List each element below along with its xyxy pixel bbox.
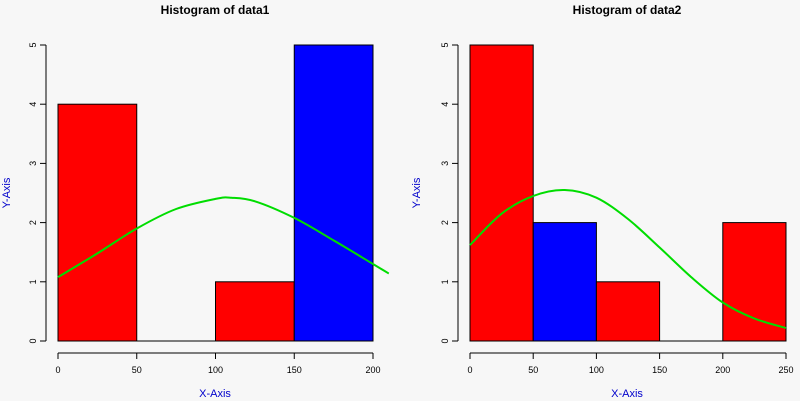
x-tick-label: 250 [778, 365, 793, 375]
histogram-bar-2 [215, 281, 295, 342]
chart-title: Histogram of data1 [161, 3, 270, 17]
density-curve-group [469, 188, 787, 329]
histogram-bar-1 [532, 222, 597, 342]
y-axis: 0 1 2 3 4 5 [440, 42, 459, 344]
x-axis-label: X-Axis [199, 388, 231, 400]
y-tick-label: 3 [440, 161, 450, 166]
x-tick-label: 100 [589, 365, 604, 375]
x-tick-label: 150 [652, 365, 667, 375]
histogram-bar-3 [293, 44, 374, 342]
y-axis-label: Y-Axis [1, 177, 13, 208]
x-tick-label: 200 [365, 365, 380, 375]
y-tick-label: 4 [440, 102, 450, 107]
histogram-bar-2 [595, 281, 661, 342]
y-tick-label: 4 [28, 102, 38, 107]
y-tick-label: 5 [440, 42, 450, 47]
histogram-data2: Histogram of data2 X-Axis Y-Axis 0 50 100 1… [411, 3, 794, 400]
histogram-bar-0 [469, 44, 534, 342]
y-tick-label: 3 [28, 161, 38, 166]
histogram-bars [469, 44, 787, 342]
y-tick-label: 0 [440, 338, 450, 343]
x-axis: 0 50 100 150 200 [55, 352, 381, 375]
density-curve-group [57, 196, 390, 278]
histogram-bars [57, 44, 374, 342]
y-tick-label: 2 [440, 220, 450, 225]
x-tick-label: 200 [715, 365, 730, 375]
y-tick-label: 0 [28, 338, 38, 343]
y-tick-label: 5 [28, 42, 38, 47]
x-tick-label: 0 [55, 365, 60, 375]
y-tick-label: 1 [28, 279, 38, 284]
x-tick-label: 100 [208, 365, 223, 375]
density-curve [469, 188, 787, 329]
histogram-data1: Histogram of data1 X-Axis Y-Axis 0 50 100 1… [1, 3, 390, 400]
chart-title: Histogram of data2 [573, 3, 682, 17]
histogram-bar-4 [722, 222, 787, 342]
x-tick-label: 50 [132, 365, 142, 375]
x-tick-label: 0 [467, 365, 472, 375]
x-axis-label: X-Axis [611, 388, 643, 400]
x-axis: 0 50 100 150 200 250 [467, 352, 794, 375]
y-tick-label: 2 [28, 220, 38, 225]
y-axis: 0 1 2 3 4 5 [28, 42, 47, 344]
histogram-bar-0 [57, 103, 138, 342]
y-axis-label: Y-Axis [411, 177, 423, 208]
y-tick-label: 1 [440, 279, 450, 284]
density-curve [57, 196, 390, 278]
x-tick-label: 150 [287, 365, 302, 375]
x-tick-label: 50 [528, 365, 538, 375]
